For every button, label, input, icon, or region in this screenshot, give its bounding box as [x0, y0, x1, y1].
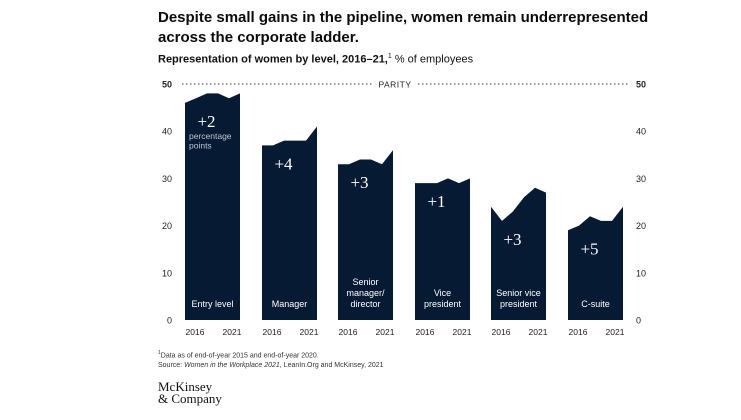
y-tick-right-50: 50	[636, 80, 646, 90]
footnote: 1Data as of end-of-year 2015 and end-of-…	[158, 348, 384, 371]
x-label-start-1: 2016	[263, 327, 282, 337]
subtitle-bold: Representation of women by level, 2016–2…	[158, 53, 388, 66]
change-label-0: +2	[197, 112, 215, 131]
x-label-end-2: 2021	[376, 327, 395, 337]
x-label-start-4: 2016	[492, 327, 511, 337]
y-tick-left-10: 10	[162, 268, 172, 278]
y-tick-left-30: 30	[162, 174, 172, 184]
change-label-4: +3	[503, 230, 521, 249]
category-label-5-0: C-suite	[581, 299, 610, 309]
category-label-1-0: Manager	[272, 299, 308, 309]
x-label-start-2: 2016	[339, 327, 358, 337]
x-label-end-5: 2021	[606, 327, 625, 337]
change-note-0-0: percentage	[189, 131, 232, 141]
mckinsey-logo: McKinsey & Company	[158, 379, 222, 406]
change-note-0-1: points	[189, 140, 212, 150]
y-tick-right-30: 30	[636, 174, 646, 184]
area-c-suite	[568, 206, 623, 320]
x-label-start-3: 2016	[416, 327, 435, 337]
area-senior-manager-director	[338, 150, 393, 320]
area-vice-president	[415, 178, 470, 320]
subtitle-unit: % of employees	[391, 53, 474, 66]
headline: Despite small gains in the pipeline, wom…	[158, 9, 649, 46]
chart-subtitle: Representation of women by level, 2016–2…	[158, 53, 473, 66]
y-tick-right-20: 20	[636, 221, 646, 231]
y-tick-left-0: 0	[167, 316, 172, 326]
area-manager	[262, 126, 317, 320]
category-label-4-0: Senior vice	[496, 288, 541, 298]
area-senior-vice-president	[491, 187, 546, 320]
x-label-end-4: 2021	[529, 327, 548, 337]
parity-label: PARITY	[378, 80, 411, 90]
change-label-2: +3	[350, 173, 368, 192]
x-label-start-5: 2016	[569, 327, 588, 337]
category-label-2-2: director	[350, 299, 380, 309]
y-tick-right-0: 0	[636, 316, 641, 326]
footnote-data-note: 1Data as of end-of-year 2015 and end-of-…	[158, 350, 319, 360]
change-label-5: +5	[580, 239, 598, 258]
category-label-3-0: Vice	[434, 288, 451, 298]
change-label-1: +4	[274, 154, 293, 173]
x-label-end-0: 2021	[223, 327, 242, 337]
footnote-source: Source: Women in the Workplace 2021, Lea…	[158, 362, 384, 370]
area-entry-level	[185, 93, 240, 321]
x-label-end-3: 2021	[453, 327, 472, 337]
y-tick-right-10: 10	[636, 268, 646, 278]
category-label-2-0: Senior	[352, 277, 378, 287]
y-tick-left-50: 50	[162, 80, 172, 90]
y-tick-left-40: 40	[162, 127, 172, 137]
category-label-4-1: president	[500, 299, 538, 309]
category-label-0-0: Entry level	[191, 299, 233, 309]
category-label-2-1: manager/	[346, 288, 385, 298]
y-tick-right-40: 40	[636, 127, 646, 137]
x-label-end-1: 2021	[300, 327, 319, 337]
y-tick-left-20: 20	[162, 221, 172, 231]
category-label-3-1: president	[424, 299, 462, 309]
subtitle-note-marker: 1	[387, 53, 392, 60]
change-label-3: +1	[427, 192, 445, 211]
x-label-start-0: 2016	[186, 327, 205, 337]
